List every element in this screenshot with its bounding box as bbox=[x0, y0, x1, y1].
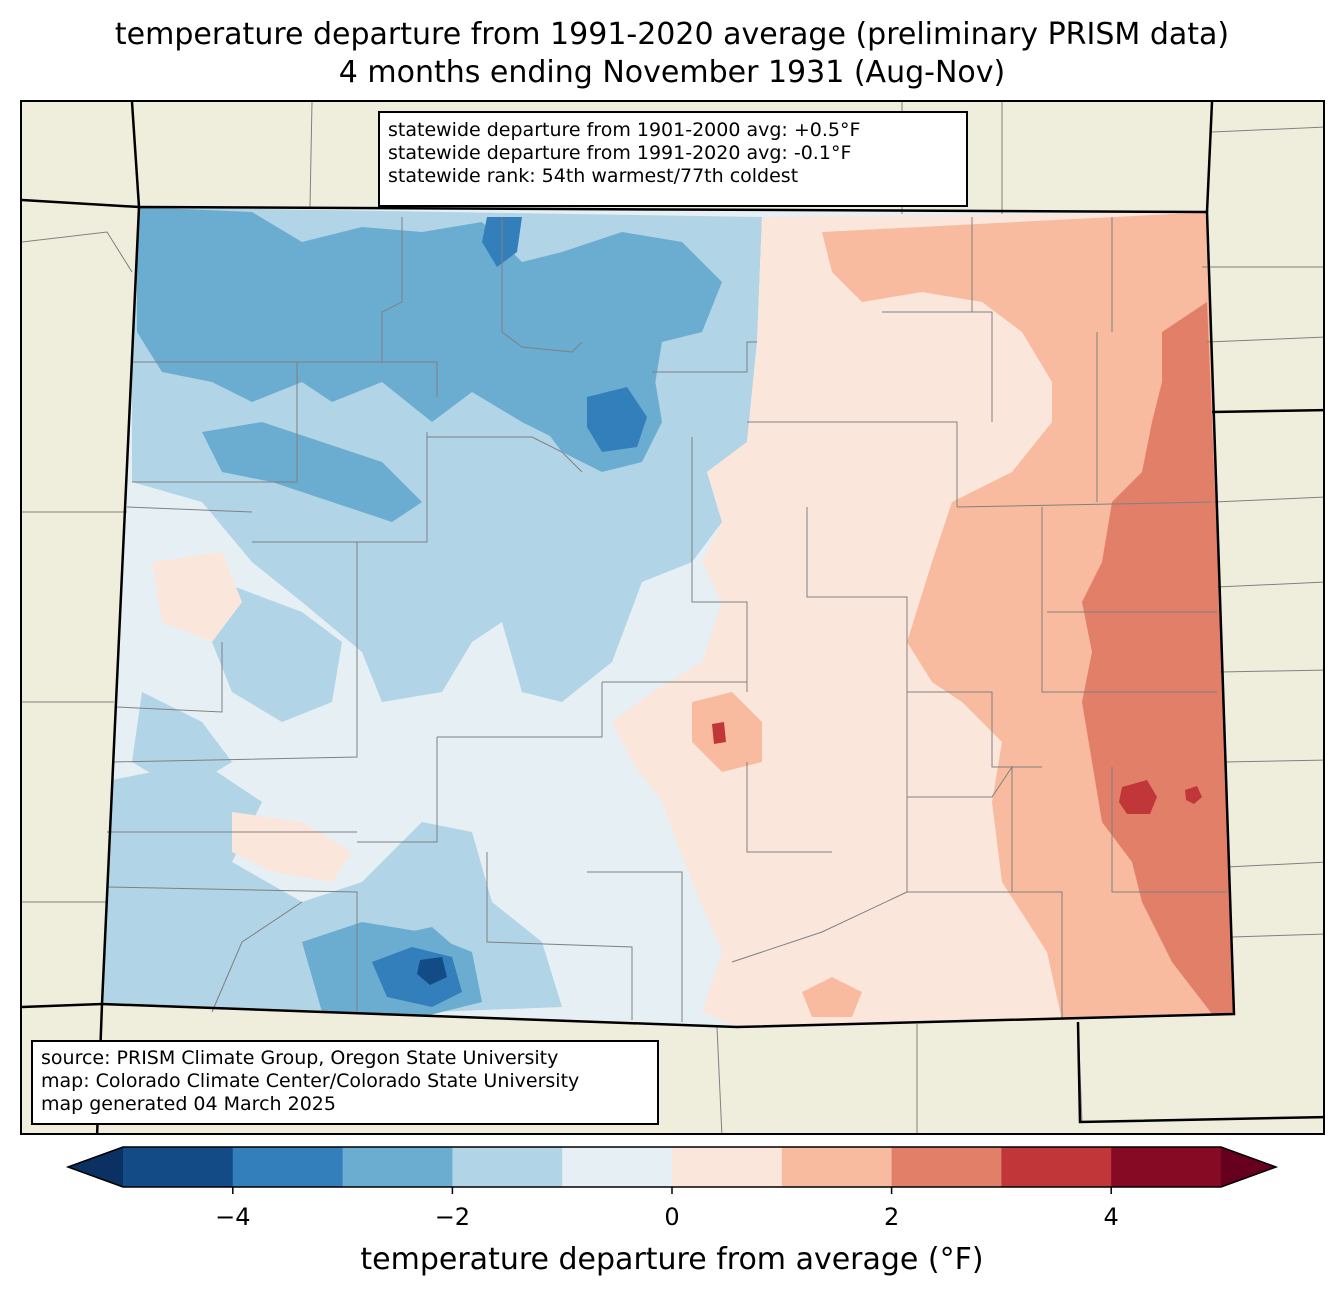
colorbar-tick-label: 4 bbox=[1103, 1203, 1119, 1231]
region-cooler-northwest-band bbox=[202, 422, 422, 522]
county-lines bbox=[106, 217, 1227, 1022]
colorbar-cell bbox=[891, 1147, 1002, 1187]
statewide-stats-box: statewide departure from 1901-2000 avg: … bbox=[378, 111, 968, 207]
colorbar-tick-label: 2 bbox=[883, 1203, 900, 1231]
colorbar bbox=[65, 1146, 1279, 1194]
map-credit-line: map: Colorado Climate Center/Colorado St… bbox=[41, 1070, 580, 1092]
colorbar-tick-label: 0 bbox=[664, 1203, 680, 1231]
colorbar-cell bbox=[1111, 1147, 1222, 1187]
region-hottest-spot-1 bbox=[1119, 780, 1157, 814]
temperature-departure-regions bbox=[102, 207, 1234, 1027]
colorbar-cell bbox=[1001, 1147, 1112, 1187]
stats-1991-2020: statewide departure from 1991-2020 avg: … bbox=[388, 142, 852, 164]
colorado-temperature-map bbox=[22, 102, 1323, 1133]
colorbar-cell bbox=[781, 1147, 893, 1187]
map-title-line2: 4 months ending November 1931 (Aug-Nov) bbox=[338, 55, 1006, 90]
colorbar-cell bbox=[342, 1147, 453, 1187]
source-box: source: PRISM Climate Group, Oregon Stat… bbox=[31, 1040, 659, 1125]
region-coldest-south bbox=[417, 957, 447, 985]
region-cool-west-small bbox=[132, 692, 232, 792]
colorbar-cell bbox=[562, 1147, 673, 1187]
colorbar-under-arrow bbox=[68, 1147, 123, 1187]
region-hot-east bbox=[1082, 302, 1234, 1014]
region-warmer-spot-2 bbox=[802, 977, 862, 1017]
region-warmer-spot-1 bbox=[692, 692, 762, 772]
colorbar-cell bbox=[232, 1147, 344, 1187]
colorbar-label: temperature departure from average (°F) bbox=[360, 1242, 984, 1277]
region-warm-southwest-spot bbox=[232, 812, 352, 882]
colorbar-tick-label: −4 bbox=[215, 1203, 251, 1231]
colorbar-cell bbox=[123, 1147, 234, 1187]
colorbar-outline bbox=[65, 1146, 1279, 1188]
colorado-border bbox=[100, 205, 1236, 1029]
region-hottest-spot-3 bbox=[712, 722, 726, 744]
generated-date-line: map generated 04 March 2025 bbox=[41, 1093, 336, 1115]
region-warm-west-spot bbox=[152, 552, 242, 642]
map-frame bbox=[20, 100, 1325, 1135]
region-hottest-spot-2 bbox=[1185, 786, 1202, 804]
colorbar-cell bbox=[452, 1147, 563, 1187]
colorbar-tick-label: −2 bbox=[434, 1203, 471, 1231]
region-cool-west-mid bbox=[212, 582, 342, 722]
source-line: source: PRISM Climate Group, Oregon Stat… bbox=[41, 1047, 559, 1069]
stats-rank: statewide rank: 54th warmest/77th coldes… bbox=[388, 165, 799, 187]
map-title-line1: temperature departure from 1991-2020 ave… bbox=[114, 17, 1230, 52]
colorbar-cell bbox=[672, 1147, 783, 1187]
colorbar-over-arrow bbox=[1221, 1147, 1276, 1187]
stats-1901-2000: statewide departure from 1901-2000 avg: … bbox=[388, 119, 861, 141]
region-cold-center bbox=[587, 387, 647, 452]
